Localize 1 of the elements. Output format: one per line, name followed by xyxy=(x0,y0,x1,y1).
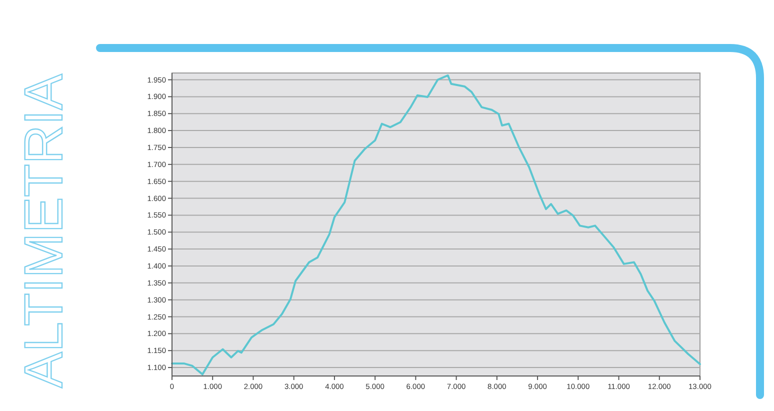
text: ALTIMETRIA xyxy=(14,74,74,388)
